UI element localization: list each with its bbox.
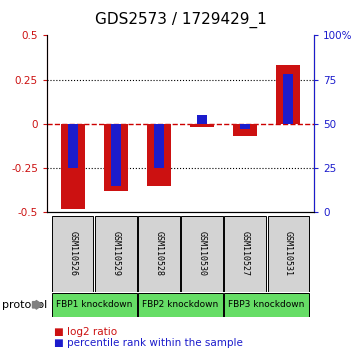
Bar bbox=[68, 124, 78, 168]
Bar bbox=[268, 216, 309, 292]
Bar bbox=[138, 216, 180, 292]
Bar bbox=[197, 115, 207, 124]
Bar bbox=[111, 124, 121, 186]
Text: ■ percentile rank within the sample: ■ percentile rank within the sample bbox=[54, 338, 243, 348]
Text: GSM110530: GSM110530 bbox=[197, 232, 206, 276]
Bar bbox=[52, 293, 136, 317]
Bar bbox=[154, 124, 164, 168]
Bar bbox=[190, 124, 214, 127]
Text: ■ log2 ratio: ■ log2 ratio bbox=[54, 327, 117, 337]
Bar bbox=[233, 124, 257, 136]
Text: FBP2 knockdown: FBP2 knockdown bbox=[142, 300, 219, 309]
Text: protocol: protocol bbox=[2, 300, 47, 310]
Text: GSM110529: GSM110529 bbox=[112, 232, 120, 276]
Bar bbox=[147, 124, 171, 186]
Text: GSM110527: GSM110527 bbox=[241, 232, 249, 276]
Text: GDS2573 / 1729429_1: GDS2573 / 1729429_1 bbox=[95, 11, 266, 28]
Bar bbox=[240, 124, 250, 129]
Bar bbox=[225, 293, 309, 317]
Text: GSM110526: GSM110526 bbox=[68, 232, 77, 276]
Bar bbox=[283, 74, 293, 124]
Bar bbox=[104, 124, 128, 191]
Bar bbox=[181, 216, 223, 292]
Bar bbox=[95, 216, 136, 292]
Text: GSM110531: GSM110531 bbox=[284, 232, 293, 276]
Bar bbox=[225, 216, 266, 292]
Text: FBP1 knockdown: FBP1 knockdown bbox=[56, 300, 132, 309]
Bar bbox=[277, 65, 300, 124]
Bar bbox=[61, 124, 84, 209]
Text: FBP3 knockdown: FBP3 knockdown bbox=[229, 300, 305, 309]
Bar bbox=[138, 293, 223, 317]
Text: GSM110528: GSM110528 bbox=[155, 232, 164, 276]
Bar bbox=[52, 216, 93, 292]
